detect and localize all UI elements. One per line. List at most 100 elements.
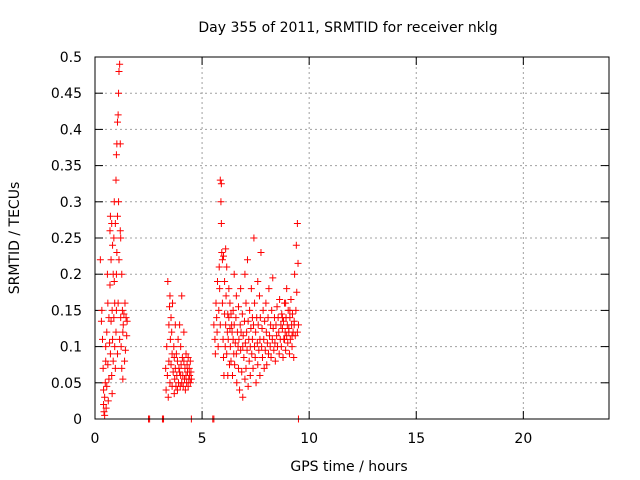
data-point bbox=[216, 176, 224, 184]
data-point bbox=[255, 292, 263, 300]
data-point bbox=[106, 281, 114, 289]
data-point bbox=[276, 296, 284, 304]
data-point bbox=[238, 368, 246, 376]
data-point bbox=[163, 372, 171, 380]
data-point bbox=[186, 379, 194, 387]
data-point bbox=[275, 350, 283, 358]
data-point bbox=[106, 227, 114, 235]
data-point bbox=[119, 328, 127, 336]
data-point bbox=[168, 328, 176, 336]
data-point bbox=[112, 306, 120, 314]
data-point bbox=[165, 321, 173, 329]
data-point bbox=[123, 317, 131, 325]
data-point bbox=[288, 343, 296, 351]
data-point bbox=[184, 382, 192, 390]
data-point bbox=[164, 393, 172, 401]
data-point bbox=[279, 353, 287, 361]
data-point bbox=[217, 180, 225, 188]
y-tick-label: 0.05 bbox=[51, 376, 82, 392]
data-point bbox=[99, 364, 107, 372]
data-point bbox=[252, 328, 260, 336]
data-point bbox=[166, 335, 174, 343]
data-point bbox=[251, 353, 259, 361]
data-point bbox=[164, 277, 172, 285]
data-point bbox=[113, 248, 121, 256]
x-tick-label: 20 bbox=[514, 431, 532, 447]
data-point bbox=[118, 306, 126, 314]
data-point bbox=[107, 256, 115, 264]
data-point bbox=[227, 310, 235, 318]
data-point bbox=[173, 357, 181, 365]
data-point bbox=[264, 350, 272, 358]
data-point bbox=[243, 256, 251, 264]
data-point bbox=[241, 375, 249, 383]
data-point bbox=[243, 328, 251, 336]
data-point bbox=[278, 310, 286, 318]
data-point bbox=[162, 364, 170, 372]
data-point bbox=[104, 299, 112, 307]
data-point bbox=[119, 321, 127, 329]
data-point bbox=[113, 212, 121, 220]
data-point bbox=[115, 67, 123, 75]
data-point bbox=[251, 299, 259, 307]
data-point bbox=[170, 343, 178, 351]
data-point bbox=[293, 328, 301, 336]
y-tick-label: 0.15 bbox=[51, 303, 82, 319]
y-tick-label: 0.45 bbox=[51, 86, 82, 102]
data-point bbox=[252, 379, 260, 387]
data-point bbox=[108, 390, 116, 398]
data-point bbox=[264, 314, 272, 322]
y-tick-label: 0.4 bbox=[60, 122, 82, 138]
data-point bbox=[117, 343, 125, 351]
x-tick-label: 15 bbox=[407, 431, 425, 447]
data-point bbox=[222, 321, 230, 329]
data-point bbox=[254, 361, 262, 369]
data-point bbox=[239, 393, 247, 401]
data-point bbox=[278, 314, 286, 322]
data-point bbox=[278, 325, 286, 332]
data-point bbox=[256, 314, 264, 322]
data-point bbox=[172, 350, 180, 358]
data-point bbox=[228, 372, 236, 380]
data-point bbox=[173, 386, 181, 394]
data-point bbox=[175, 364, 183, 372]
data-point bbox=[123, 332, 131, 340]
data-point bbox=[111, 343, 119, 351]
data-point bbox=[100, 386, 108, 394]
data-point bbox=[100, 401, 108, 409]
data-point bbox=[217, 198, 225, 206]
data-point bbox=[122, 314, 130, 322]
data-point bbox=[225, 285, 233, 293]
data-point bbox=[180, 357, 188, 365]
data-point bbox=[241, 339, 249, 347]
data-point bbox=[220, 252, 227, 260]
data-point bbox=[169, 368, 177, 376]
data-point bbox=[187, 368, 195, 376]
data-point bbox=[248, 350, 256, 358]
x-tick-label: 0 bbox=[91, 431, 100, 447]
data-point bbox=[288, 310, 296, 318]
data-point bbox=[218, 248, 226, 256]
data-point bbox=[170, 390, 178, 398]
data-point bbox=[288, 332, 296, 340]
data-point bbox=[282, 299, 290, 307]
data-point bbox=[231, 339, 239, 347]
data-point bbox=[239, 332, 247, 340]
data-point bbox=[271, 339, 279, 347]
data-point bbox=[116, 60, 124, 68]
data-point bbox=[247, 285, 255, 293]
data-point bbox=[110, 234, 118, 242]
data-point bbox=[222, 245, 230, 253]
data-point bbox=[263, 361, 271, 369]
y-tick-label: 0.2 bbox=[60, 267, 82, 283]
data-point bbox=[111, 364, 119, 372]
data-point bbox=[240, 353, 248, 361]
data-point bbox=[214, 277, 222, 285]
data-point bbox=[181, 386, 189, 394]
data-point bbox=[215, 263, 223, 271]
data-point bbox=[256, 372, 264, 380]
data-point bbox=[121, 299, 129, 307]
data-point bbox=[104, 361, 112, 369]
data-point bbox=[221, 277, 229, 285]
data-point bbox=[186, 372, 194, 380]
